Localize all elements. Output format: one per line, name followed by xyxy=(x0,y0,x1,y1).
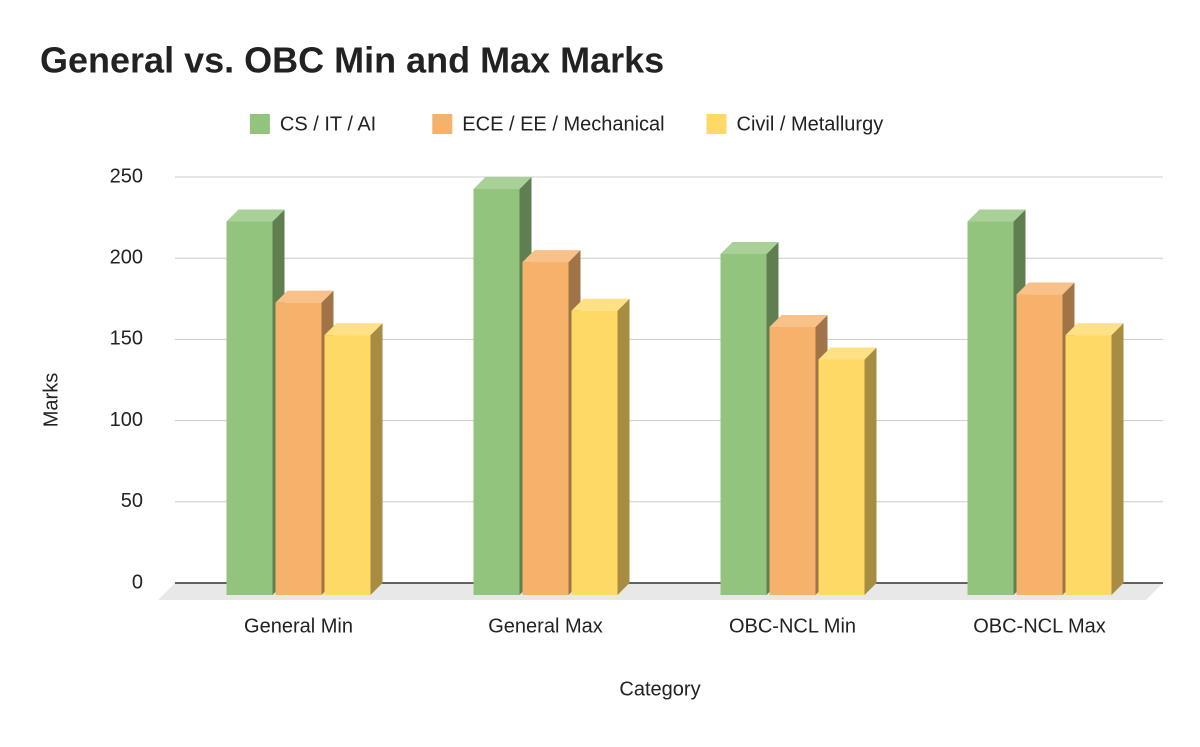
legend-label: CS / IT / AI xyxy=(280,113,376,135)
x-tick-label: OBC-NCL Min xyxy=(729,615,856,637)
bar-top xyxy=(324,323,383,336)
bar-front xyxy=(522,262,569,595)
bar-front xyxy=(1016,294,1063,595)
bar xyxy=(1065,323,1124,595)
bar xyxy=(571,298,630,595)
x-tick-label: OBC-NCL Max xyxy=(973,615,1106,637)
bar-front xyxy=(473,189,520,595)
y-axis-label: Marks xyxy=(40,373,62,427)
bar-top xyxy=(720,241,779,254)
chart-title: General vs. OBC Min and Max Marks xyxy=(40,40,664,81)
bar-front xyxy=(967,221,1014,596)
legend-swatch xyxy=(249,114,270,134)
bar-top xyxy=(1065,323,1124,336)
legend-label: Civil / Metallurgy xyxy=(737,113,884,135)
x-axis-label: Category xyxy=(619,678,700,700)
bar-front xyxy=(818,359,865,595)
y-tick-label: 100 xyxy=(110,409,143,431)
legend-label: ECE / EE / Mechanical xyxy=(462,113,664,135)
bar-top xyxy=(473,177,532,189)
bar xyxy=(818,347,877,595)
bar-top xyxy=(769,315,828,328)
bar-top xyxy=(571,298,630,311)
y-tick-label: 250 xyxy=(110,165,143,187)
bar-top xyxy=(275,290,334,303)
bar-front xyxy=(571,310,618,595)
bar-top xyxy=(522,250,581,263)
bar-front xyxy=(275,302,322,595)
bar-front xyxy=(1065,335,1112,595)
bar-top xyxy=(967,209,1026,222)
bar-front xyxy=(720,253,767,595)
floor xyxy=(158,583,1163,600)
legend-swatch xyxy=(706,114,727,134)
bar-top xyxy=(226,209,285,222)
bar-front xyxy=(324,335,371,595)
x-tick-label: General Max xyxy=(488,615,603,637)
bar-side xyxy=(1111,323,1124,595)
bar xyxy=(324,323,383,595)
bar-front xyxy=(226,221,273,596)
bar-side xyxy=(370,323,383,595)
y-tick-label: 200 xyxy=(110,246,143,268)
legend-swatch xyxy=(432,114,453,134)
y-tick-label: 50 xyxy=(121,490,143,512)
bar-side xyxy=(617,298,630,595)
bar-side xyxy=(864,347,877,595)
bar-top xyxy=(1016,282,1075,295)
bar-top xyxy=(818,347,877,360)
x-tick-label: General Min xyxy=(244,615,353,637)
bar-front xyxy=(769,327,816,595)
y-tick-label: 0 xyxy=(132,571,143,593)
y-tick-label: 150 xyxy=(110,328,143,350)
